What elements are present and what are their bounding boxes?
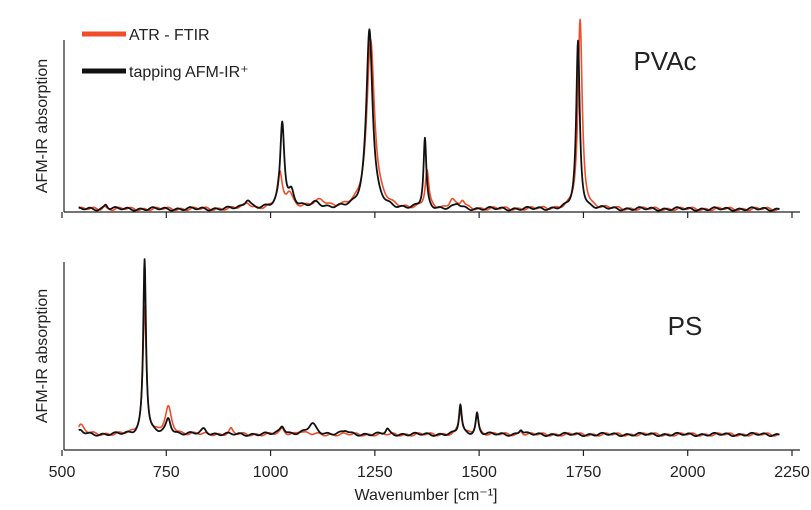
pvac-series-atr-ftir-line bbox=[78, 18, 780, 212]
pvac-y-axis-label: AFM-IR absorption bbox=[34, 59, 51, 193]
pvac-panel: AFM-IR absorption PVAc bbox=[34, 18, 800, 218]
ps-series bbox=[77, 258, 780, 438]
pvac-series-afm-ir-line bbox=[78, 28, 780, 212]
legend-label-atr-ftir: ATR - FTIR bbox=[129, 27, 210, 44]
x-tick-label-2000: 2000 bbox=[670, 464, 706, 481]
x-axis-label: Wavenumber [cm⁻¹] bbox=[355, 487, 498, 504]
legend-label-afm-ir: tapping AFM-IR⁺ bbox=[129, 64, 249, 81]
legend: ATR - FTIR tapping AFM-IR⁺ bbox=[82, 27, 249, 81]
ps-panel-label: PS bbox=[668, 311, 703, 341]
pvac-panel-label: PVAc bbox=[633, 46, 696, 76]
ps-panel: 500 750 1000 1250 1500 1750 2000 2250 AFM-IR ab… bbox=[34, 258, 810, 481]
x-tick-label-750: 750 bbox=[153, 464, 180, 481]
ps-y-axis-label: AFM-IR absorption bbox=[34, 289, 51, 423]
x-tick-labels: 500 750 1000 1250 1500 1750 2000 2250 bbox=[49, 464, 810, 481]
x-tick-label-1000: 1000 bbox=[253, 464, 289, 481]
pvac-series bbox=[78, 18, 780, 212]
ps-series-afm-ir-line bbox=[78, 258, 780, 438]
x-tick-label-1750: 1750 bbox=[566, 464, 602, 481]
x-tick-label-2250: 2250 bbox=[774, 464, 810, 481]
pvac-x-ticks bbox=[61, 212, 793, 218]
x-tick-label-1500: 1500 bbox=[461, 464, 497, 481]
ps-x-ticks bbox=[61, 450, 793, 456]
x-tick-label-1250: 1250 bbox=[357, 464, 393, 481]
x-tick-label-500: 500 bbox=[49, 464, 76, 481]
